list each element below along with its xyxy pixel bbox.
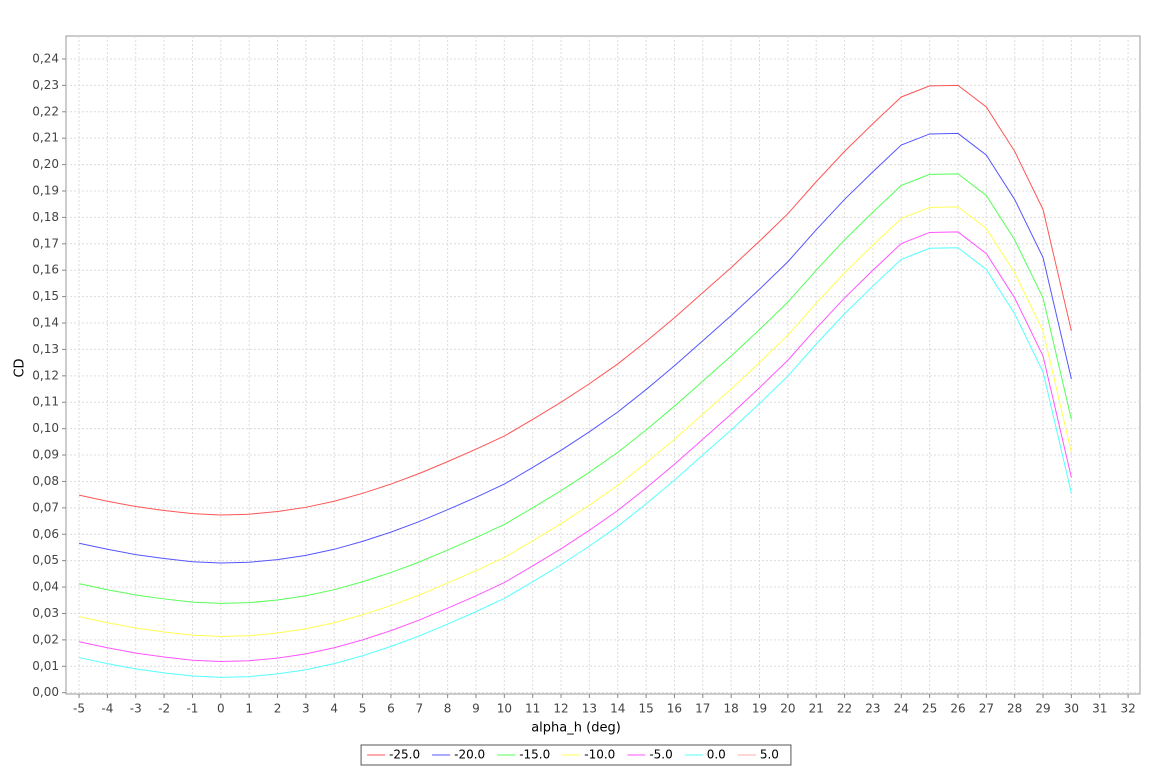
y-tick-label: 0,04: [32, 580, 59, 594]
y-tick-label: 0,01: [32, 659, 59, 673]
x-tick-label: 27: [979, 702, 994, 716]
x-tick-label: -5: [73, 702, 85, 716]
x-tick-label: 7: [415, 702, 423, 716]
y-tick-label: 0,23: [32, 78, 59, 92]
x-tick-label: 9: [472, 702, 480, 716]
y-tick-label: 0,11: [32, 395, 59, 409]
y-tick-label: 0,19: [32, 183, 59, 197]
y-tick-label: 0,24: [32, 51, 59, 65]
x-tick-label: 24: [894, 702, 909, 716]
x-tick-label: 25: [922, 702, 937, 716]
y-tick-label: 0,13: [32, 342, 59, 356]
y-tick-label: 0,05: [32, 553, 59, 567]
x-tick-label: 8: [444, 702, 452, 716]
series-line: [78, 173, 1072, 604]
x-tick-label: -2: [158, 702, 170, 716]
legend-label: -10.0: [584, 748, 615, 762]
legend-label: 0.0: [707, 748, 726, 762]
y-axis-label: CD: [13, 358, 28, 377]
y-tick-label: 0,18: [32, 210, 59, 224]
series-line: [78, 206, 1072, 637]
x-tick-label: 11: [525, 702, 540, 716]
x-tick-label: -3: [130, 702, 142, 716]
y-tick-label: 0,22: [32, 104, 59, 118]
x-tick-label: 2: [274, 702, 282, 716]
legend-label: 5.0: [760, 748, 779, 762]
y-tick-label: 0,08: [32, 474, 59, 488]
y-tick-label: 0,15: [32, 289, 59, 303]
series-line: [78, 231, 1072, 663]
series-line: [78, 84, 1072, 516]
x-tick-label: 6: [387, 702, 395, 716]
x-tick-label: 31: [1092, 702, 1107, 716]
x-tick-label: -1: [186, 702, 198, 716]
x-tick-label: 30: [1064, 702, 1079, 716]
y-tick-label: 0,06: [32, 527, 59, 541]
y-tick-label: 0,02: [32, 632, 59, 646]
series-line: [78, 132, 1072, 564]
x-tick-label: 1: [245, 702, 253, 716]
y-tick-label: 0,09: [32, 448, 59, 462]
x-tick-label: 4: [330, 702, 338, 716]
x-tick-label: 28: [1007, 702, 1022, 716]
x-tick-label: 26: [950, 702, 965, 716]
legend-label: -5.0: [649, 748, 672, 762]
y-tick-label: 0,12: [32, 368, 59, 382]
y-tick-label: 0,16: [32, 263, 59, 277]
x-tick-label: 5: [359, 702, 367, 716]
x-axis-label: alpha_h (deg): [531, 721, 621, 736]
x-tick-label: 23: [865, 702, 880, 716]
series-line: [78, 247, 1072, 678]
legend-label: -25.0: [389, 748, 420, 762]
x-tick-label: 0: [217, 702, 225, 716]
y-tick-label: 0,20: [32, 157, 59, 171]
x-tick-label: 15: [638, 702, 653, 716]
x-tick-label: 18: [724, 702, 739, 716]
x-tick-label: 19: [752, 702, 767, 716]
legend-label: -20.0: [454, 748, 485, 762]
x-tick-label: 29: [1035, 702, 1050, 716]
x-tick-label: 3: [302, 702, 310, 716]
x-tick-label: 32: [1120, 702, 1135, 716]
y-tick-label: 0,03: [32, 606, 59, 620]
y-tick-label: 0,07: [32, 500, 59, 514]
y-tick-label: 0,00: [32, 685, 59, 699]
x-tick-label: 12: [553, 702, 568, 716]
y-tick-label: 0,10: [32, 421, 59, 435]
y-tick-label: 0,14: [32, 316, 59, 330]
plot-area: [65, 35, 1141, 695]
x-tick-label: 21: [809, 702, 824, 716]
y-tick-label: 0,21: [32, 131, 59, 145]
x-tick-label: 10: [497, 702, 512, 716]
x-tick-label: 16: [667, 702, 682, 716]
x-tick-label: 20: [780, 702, 795, 716]
x-tick-label: 22: [837, 702, 852, 716]
x-tick-label: -4: [101, 702, 113, 716]
x-tick-label: 17: [695, 702, 710, 716]
x-tick-label: 14: [610, 702, 625, 716]
legend-label: -15.0: [519, 748, 550, 762]
x-tick-label: 13: [582, 702, 597, 716]
y-tick-label: 0,17: [32, 236, 59, 250]
